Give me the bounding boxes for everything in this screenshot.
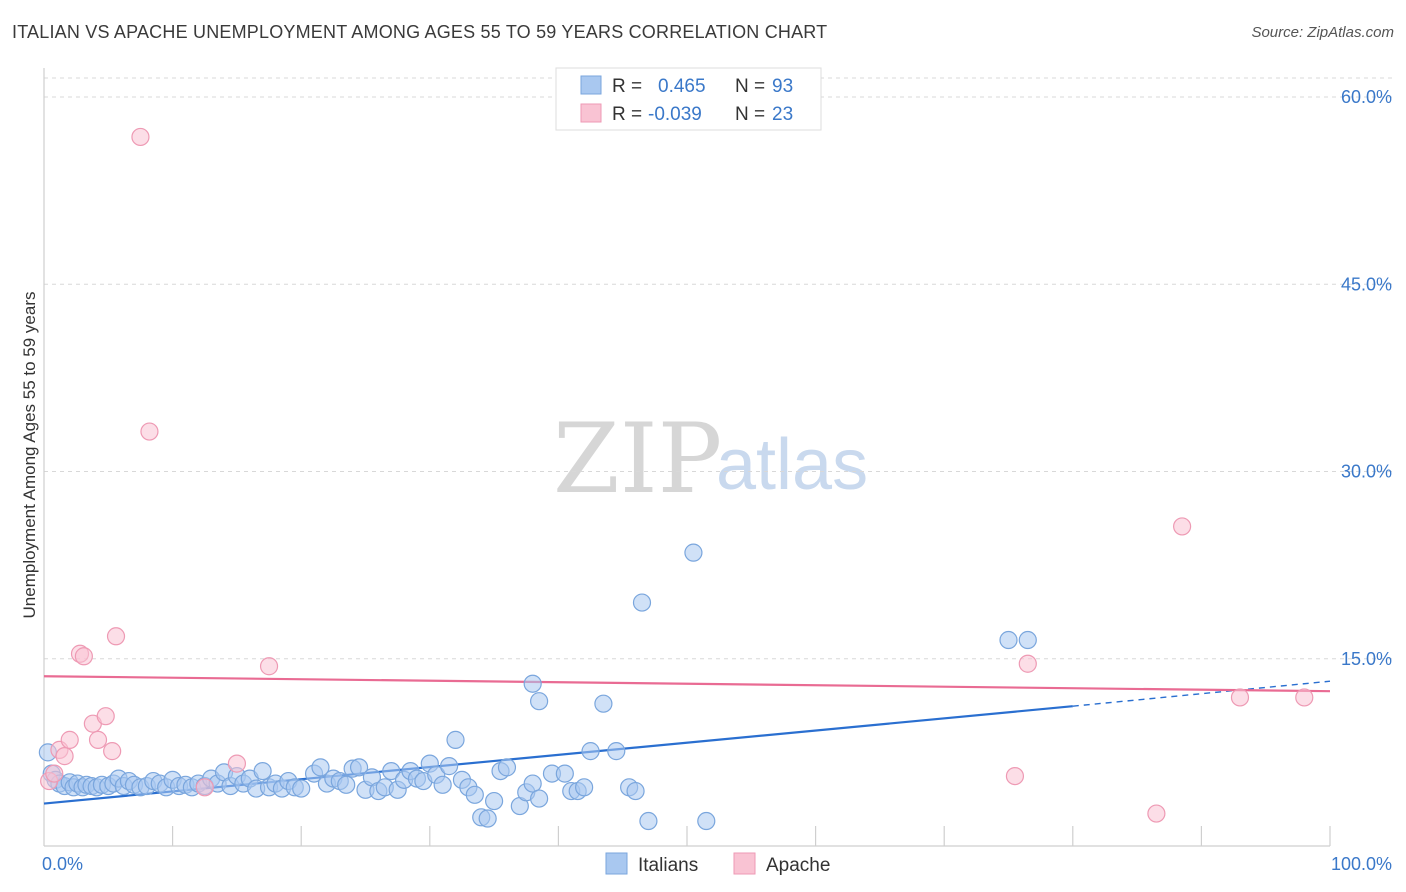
italians-point (311, 758, 330, 777)
series-legend: Italians Apache (605, 852, 830, 876)
apache-point (1005, 766, 1025, 786)
bottom-legend-label-apache: Apache (766, 855, 830, 876)
legend-swatch-italians (581, 76, 601, 94)
y-axis-label: Unemployment Among Ages 55 to 59 years (20, 292, 39, 619)
italians-point (581, 742, 600, 761)
apache-point (96, 707, 115, 726)
legend-r-value-italians: 0.465 (658, 76, 706, 97)
legend-swatch-apache-border (580, 103, 602, 123)
watermark-zip: ZIP (553, 403, 722, 515)
apache-point (195, 778, 214, 797)
apache-point (1173, 517, 1192, 536)
watermark-atlas: atlas (716, 425, 868, 505)
apache-point (88, 730, 108, 749)
italians-point (446, 730, 465, 749)
italians-point (439, 757, 459, 776)
bottom-legend-swatch-italians-border (605, 852, 628, 875)
apache-point (1147, 804, 1166, 823)
legend-swatch-apache (581, 104, 601, 122)
data-points (38, 127, 1314, 831)
bottom-legend-swatch-italians (606, 853, 627, 874)
stats-legend: R = 0.465 N = 93 R = -0.039 N = 23 (555, 67, 822, 131)
italians-point (607, 742, 626, 761)
apache-trend-line (43, 675, 1331, 693)
italians-point (594, 694, 613, 713)
apache-point (74, 647, 93, 666)
italians-point (684, 543, 703, 562)
legend-n-label-apache: N = (735, 104, 765, 125)
legend-r-label-italians: R = (612, 76, 642, 97)
chart-title: ITALIAN VS APACHE UNEMPLOYMENT AMONG AGE… (12, 22, 828, 42)
italians-point (530, 692, 549, 711)
apache-point (131, 127, 150, 147)
italians-point (697, 811, 716, 831)
italians-point (1018, 630, 1037, 650)
bottom-legend-swatch-apache (734, 853, 755, 874)
italians-point (349, 758, 369, 777)
italians-point (253, 761, 272, 781)
italians-trend-extension (1072, 680, 1331, 707)
italians-point (575, 778, 594, 797)
italians-point (530, 789, 549, 808)
apache-point (106, 627, 126, 646)
italians-point (292, 779, 311, 798)
apache-point (55, 747, 74, 766)
apache-point (259, 657, 279, 676)
apache-point (45, 764, 64, 783)
apache-point (60, 730, 79, 749)
italians-point (999, 630, 1018, 650)
legend-n-value-apache: 23 (772, 104, 793, 125)
italians-point (465, 785, 484, 804)
apache-point (1230, 688, 1250, 707)
apache-point (140, 422, 159, 441)
bottom-legend-swatch-apache-border (733, 852, 756, 875)
legend-r-value-apache: -0.039 (648, 104, 702, 125)
italians-point (382, 761, 401, 781)
source-credit: Source: ZipAtlas.com (1251, 24, 1394, 41)
italians-point (626, 781, 645, 801)
apache-point (103, 742, 122, 761)
italians-point (485, 791, 504, 811)
italians-point (478, 809, 497, 828)
x-tick-label: 100.0% (1331, 854, 1392, 874)
y-tick-label: 45.0% (1341, 274, 1392, 294)
italians-point (337, 775, 356, 794)
y-tick-label: 30.0% (1341, 462, 1392, 482)
tick-marks (172, 826, 1331, 846)
apache-point (227, 754, 246, 773)
legend-swatch-italians-border (580, 75, 602, 95)
legend-r-label-apache: R = (612, 104, 642, 125)
italians-point (497, 758, 517, 777)
italians-point (523, 774, 542, 793)
x-tick-label: 0.0% (42, 854, 83, 874)
italians-point (639, 811, 658, 831)
legend-n-label-italians: N = (735, 76, 765, 97)
italians-point (555, 764, 574, 783)
italians-point (523, 674, 542, 693)
italians-point (632, 593, 652, 612)
gridlines (44, 77, 1392, 660)
y-tick-label: 60.0% (1341, 87, 1392, 107)
apache-point (1295, 688, 1314, 707)
italians-point (433, 775, 452, 794)
legend-n-value-italians: 93 (772, 76, 793, 97)
y-tick-label: 15.0% (1341, 649, 1392, 669)
bottom-legend-label-italians: Italians (638, 855, 698, 876)
tick-labels: 15.0% 30.0% 45.0% 60.0% 0.0% 100.0% (42, 87, 1392, 874)
apache-point (1018, 654, 1037, 673)
